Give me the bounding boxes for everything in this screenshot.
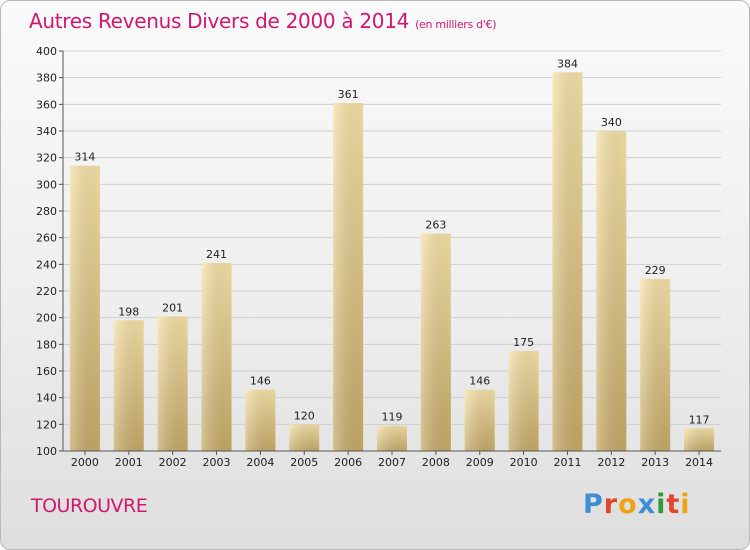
bar-value-label: 146 (469, 375, 490, 388)
x-tick-label: 2007 (378, 456, 406, 469)
bar-shade (245, 389, 276, 451)
bar-shade (552, 72, 583, 451)
bar-shade (69, 165, 100, 451)
chart-title-text: Autres Revenus Divers de 2000 à 2014 (29, 9, 410, 33)
bar-value-label: 120 (294, 409, 315, 422)
y-tick-label: 160 (36, 365, 57, 378)
chart-unit: (en milliers d'€) (415, 18, 497, 31)
bar-value-label: 384 (557, 57, 578, 70)
bar-value-label: 201 (162, 301, 183, 314)
bar-shade (684, 428, 715, 451)
logo-letter: i (680, 489, 691, 520)
x-tick-label: 2004 (246, 456, 274, 469)
axes: 1001201401601802002202402602803003203403… (36, 45, 721, 469)
x-tick-label: 2003 (203, 456, 231, 469)
y-tick-label: 200 (36, 312, 57, 325)
x-tick-label: 2000 (71, 456, 99, 469)
y-tick-label: 220 (36, 285, 57, 298)
bar-shade (596, 131, 627, 451)
logo-letter: t (666, 489, 681, 520)
y-tick-label: 320 (36, 152, 57, 165)
bar-value-label: 117 (689, 413, 710, 426)
bar-shade (289, 424, 320, 451)
x-tick-label: 2014 (685, 456, 713, 469)
y-tick-label: 380 (36, 72, 57, 85)
x-tick-label: 2012 (597, 456, 625, 469)
y-tick-label: 340 (36, 125, 57, 138)
y-tick-label: 300 (36, 178, 57, 191)
bar-shade (464, 389, 495, 451)
bar-value-label: 146 (250, 375, 271, 388)
y-tick-label: 120 (36, 418, 57, 431)
x-tick-label: 2001 (115, 456, 143, 469)
bar-shade (377, 425, 407, 451)
bar-shade (333, 103, 364, 451)
logo-letter: r (603, 489, 619, 520)
x-tick-label: 2013 (641, 456, 669, 469)
bar-value-label: 241 (206, 248, 227, 261)
y-tick-label: 140 (36, 392, 57, 405)
bar-shade (113, 320, 144, 451)
bar-value-label: 119 (382, 411, 403, 424)
x-tick-label: 2011 (553, 456, 581, 469)
bar-value-label: 229 (645, 264, 666, 277)
bar-value-label: 175 (513, 336, 534, 349)
bars: 314 198 201 241 146 120 361 119 263 146 175 384 340 2… (69, 57, 715, 451)
x-tick-label: 2005 (290, 456, 318, 469)
bar-value-label: 263 (425, 219, 446, 232)
y-tick-label: 280 (36, 205, 57, 218)
x-tick-label: 2010 (510, 456, 538, 469)
logo-letter: i (656, 489, 667, 520)
x-tick-label: 2008 (422, 456, 450, 469)
proxiti-logo: Proxiti (583, 489, 691, 520)
y-tick-label: 260 (36, 232, 57, 245)
bar-value-label: 361 (338, 88, 359, 101)
y-tick-label: 360 (36, 98, 57, 111)
logo-letter: P (583, 489, 604, 520)
bar-shade (420, 233, 451, 451)
chart-title: Autres Revenus Divers de 2000 à 2014 (en … (29, 9, 497, 33)
logo-letter: x (637, 489, 657, 520)
y-tick-label: 400 (36, 45, 57, 58)
x-tick-label: 2002 (159, 456, 187, 469)
x-tick-label: 2009 (466, 456, 494, 469)
bar-shade (157, 316, 188, 451)
bar-value-label: 314 (74, 151, 95, 164)
y-tick-label: 100 (36, 445, 57, 458)
x-tick-label: 2006 (334, 456, 362, 469)
bar-shade (201, 263, 232, 451)
bar-value-label: 340 (601, 116, 622, 129)
y-tick-label: 180 (36, 338, 57, 351)
logo-letter: o (618, 489, 638, 520)
bar-shade (640, 279, 671, 451)
bar-shade (508, 351, 539, 451)
place-name: TOUROUVRE (31, 495, 148, 517)
y-tick-label: 240 (36, 258, 57, 271)
bar-value-label: 198 (118, 305, 139, 318)
